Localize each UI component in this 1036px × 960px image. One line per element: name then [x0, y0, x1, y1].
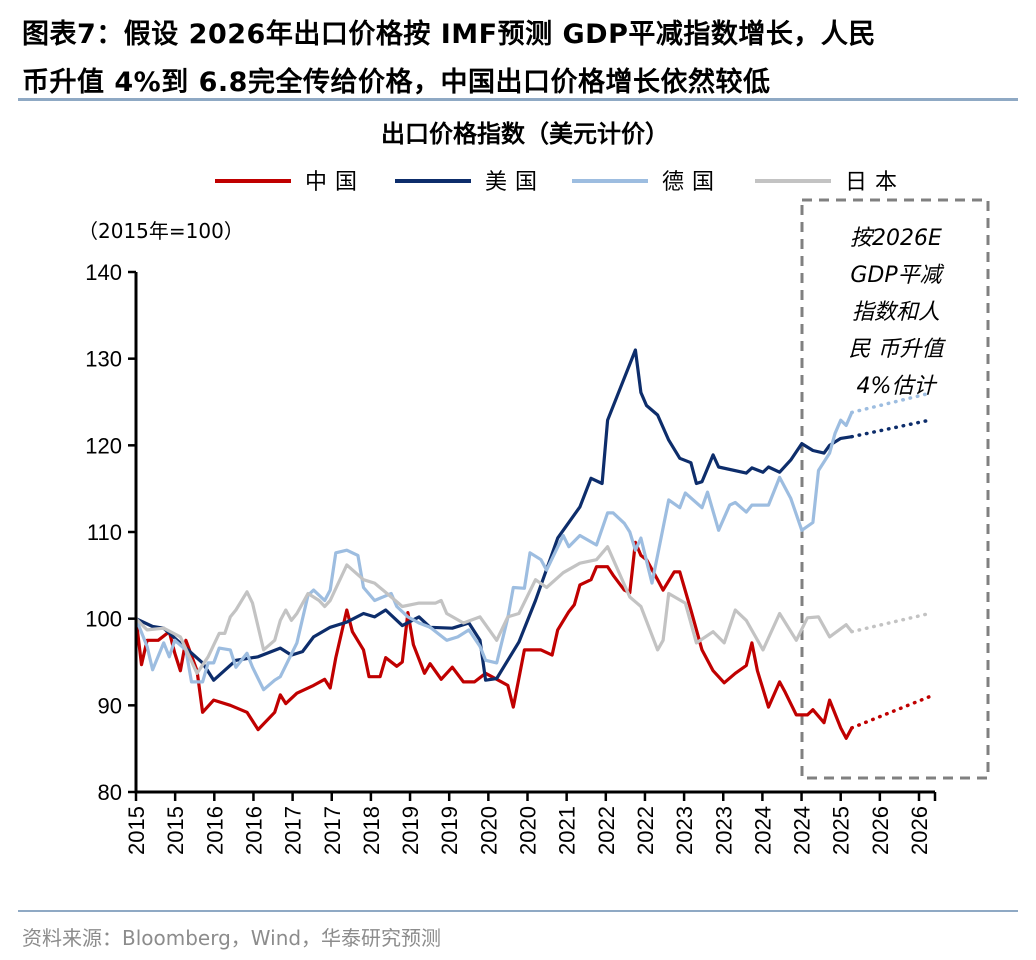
- legend: 中国 美国 德国 日本: [215, 170, 905, 195]
- series-line-2: [134, 411, 854, 692]
- x-tick-label: 2025: [829, 806, 854, 855]
- y-tick-label: 120: [85, 433, 122, 458]
- figure-title-line-1: 图表7：假设 2026年出口价格按 IMF预测 GDP平减指数增长，人民: [22, 19, 876, 50]
- figure-title-line-2: 币升值 4%到 6.8完全传给价格，中国出口价格增长依然较低: [22, 67, 771, 98]
- x-tick-label: 2016: [241, 806, 266, 855]
- x-tick-label: 2017: [320, 806, 345, 855]
- y-tick-label: 130: [85, 347, 122, 372]
- legend-label: 日本: [845, 170, 905, 195]
- forecast-box-border: [800, 198, 990, 780]
- x-tick-label: 2026: [868, 806, 893, 855]
- x-tick-label: 2023: [672, 806, 697, 855]
- series-line-0: [134, 540, 854, 740]
- forecast-note-line: 指数和人: [852, 300, 940, 325]
- forecast-note-line: 按2026E: [850, 226, 942, 251]
- title-divider: [18, 98, 1018, 101]
- y-tick-label: 140: [85, 260, 122, 285]
- series-forecast-0: [850, 694, 932, 730]
- x-tick-label: 2020: [476, 806, 501, 855]
- legend-label: 中国: [305, 170, 365, 195]
- x-tick-label: 2022: [594, 806, 619, 855]
- axes: 80 90 100 110 120 130 140 2015 2015 2016 2016 2017 2…: [85, 260, 937, 855]
- y-tick-label: 80: [98, 780, 122, 805]
- x-tick-label: 2022: [633, 806, 658, 855]
- series-line-1: [135, 348, 853, 682]
- x-tick-label: 2021: [555, 806, 580, 855]
- series-layer: [134, 348, 932, 740]
- forecast-note-line: 民 币升值: [849, 337, 947, 362]
- legend-item-2: 德国: [572, 170, 722, 195]
- x-tick-label: 2019: [398, 806, 423, 855]
- legend-item-1: 美国: [395, 170, 545, 195]
- series-forecast-3: [850, 611, 932, 634]
- line-chart: 出口价格指数（美元计价） 中国 美国 德国 日本 （2015年=100） 按2026E…: [78, 120, 990, 855]
- source-note: 资料来源：Bloomberg，Wind，华泰研究预测: [22, 926, 442, 950]
- series-forecast-2: [850, 391, 932, 415]
- series-forecast-1: [850, 418, 932, 439]
- x-tick-label: 2023: [711, 806, 736, 855]
- unit-label: （2015年=100）: [78, 219, 244, 243]
- x-tick-label: 2015: [124, 806, 149, 855]
- forecast-note-line: GDP平减: [850, 263, 944, 288]
- legend-label: 德国: [662, 170, 722, 195]
- x-tick-label: 2018: [359, 806, 384, 855]
- chart-title: 出口价格指数（美元计价）: [381, 120, 669, 148]
- x-tick-label: 2020: [516, 806, 541, 855]
- y-tick-label: 90: [98, 693, 122, 718]
- series-line-3: [134, 545, 854, 675]
- legend-label: 美国: [485, 170, 545, 195]
- legend-item-0: 中国: [215, 170, 365, 195]
- source-divider: [18, 910, 1018, 912]
- legend-item-3: 日本: [755, 170, 905, 195]
- x-tick-label: 2017: [281, 806, 306, 855]
- y-tick-label: 100: [85, 607, 122, 632]
- x-tick-label: 2016: [202, 806, 227, 855]
- y-tick-label: 110: [87, 520, 122, 545]
- x-tick-label: 2015: [163, 806, 188, 855]
- x-tick-label: 2024: [750, 806, 775, 855]
- x-tick-label: 2019: [437, 806, 462, 855]
- x-tick-label: 2024: [790, 806, 815, 855]
- x-tick-label: 2026: [907, 806, 932, 855]
